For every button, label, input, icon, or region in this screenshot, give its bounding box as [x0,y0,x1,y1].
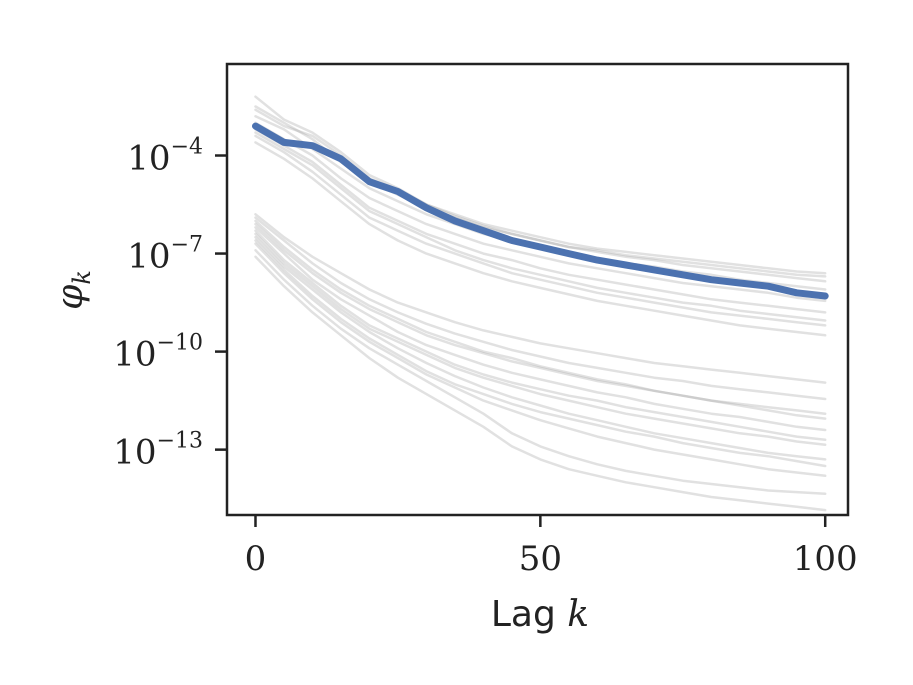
y-tick-label: 10−10 [113,331,203,375]
x-axis-ticks: 0 50 100 [245,515,858,579]
y-tick-label: 10−13 [113,429,203,473]
y-axis-title: φk [50,270,96,310]
ensemble-series-line-9 [254,131,827,322]
ensemble-series-line-21 [254,235,827,461]
ensemble-series-line-14 [254,239,827,468]
ensemble-series-line-13 [254,232,827,446]
y-axis-title-subscript: k [68,270,96,285]
ensemble-series-line-18 [254,229,827,442]
ensemble-series-line-15 [254,249,827,496]
highlight-series-line [252,122,829,300]
y-axis-ticks: 10−4 10−7 10−10 10−13 [113,135,227,473]
ensemble-series-line-5 [254,128,827,314]
x-axis-title-variable: k [567,594,589,635]
ensemble-series-line-10 [254,213,827,384]
ensemble-series-line-19 [254,242,827,478]
plot-frame [225,62,850,517]
x-tick-label: 100 [793,539,858,579]
ensemble-series-line-16 [254,255,827,512]
y-tick-label: 10−4 [127,135,203,179]
series-layer [252,95,829,512]
ensemble-series-line-11 [254,219,827,420]
ensemble-series-line-6 [254,134,827,327]
x-tick-label: 0 [245,539,267,579]
x-tick-label: 50 [519,539,562,579]
ensemble-series-line-4 [254,121,827,303]
y-tick-label: 10−7 [127,233,203,277]
ensemble-series-line-20 [254,216,827,401]
ensemble-series-line-12 [254,226,827,432]
ensemble-series-line-1 [254,95,827,275]
ensemble-series-line-8 [254,108,827,278]
x-axis-title: Lag k [491,594,589,635]
ensemble-series-line-17 [254,222,827,415]
ensemble-series-line-7 [254,141,827,337]
